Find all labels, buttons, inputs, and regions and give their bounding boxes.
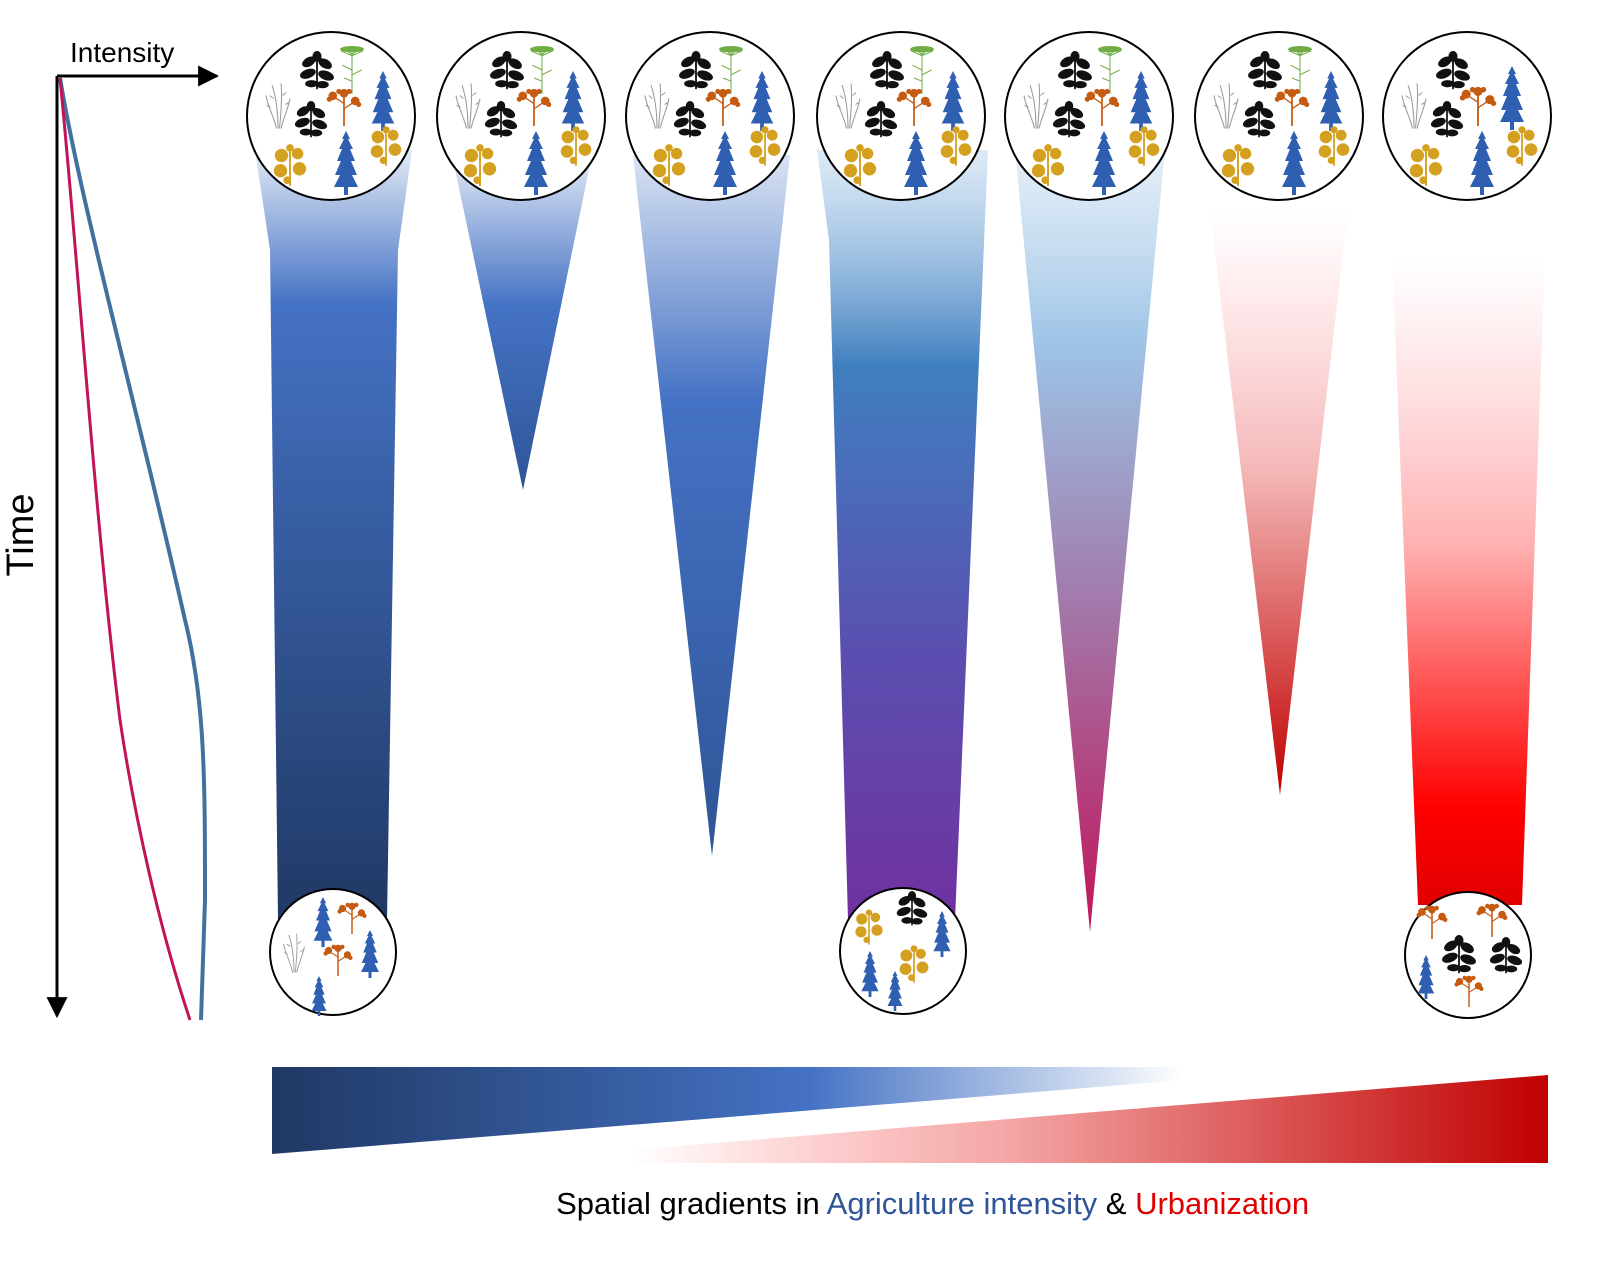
time-axis-label: Time <box>0 493 42 576</box>
caption-agriculture: Agriculture intensity <box>827 1186 1098 1221</box>
caption-urbanization: Urbanization <box>1135 1186 1309 1221</box>
community-circle-top-7 <box>1382 31 1552 201</box>
caption-connector: & <box>1097 1186 1135 1221</box>
agriculture-gradient-wedge <box>272 1067 1345 1154</box>
community-trajectories <box>255 150 1545 932</box>
trajectory-column-2 <box>452 155 592 490</box>
trajectory-column-6 <box>1210 210 1348 795</box>
community-circle-bottom-7 <box>1404 891 1532 1019</box>
urbanization-gradient-wedge <box>470 1075 1548 1163</box>
trajectory-column-1 <box>255 150 412 920</box>
initial-communities <box>246 31 1552 201</box>
trajectory-column-3 <box>633 155 790 856</box>
agriculture-intensity-curve <box>58 77 208 1021</box>
trajectory-column-7 <box>1392 255 1545 905</box>
community-circle-bottom-1 <box>269 888 397 1016</box>
community-circle-top-5 <box>1004 31 1174 201</box>
community-circle-top-6 <box>1194 31 1364 201</box>
spatial-gradient-legend <box>272 1067 1548 1163</box>
urbanization-intensity-curve <box>58 77 192 1021</box>
intensity-axis-label: Intensity <box>70 37 174 68</box>
trajectory-column-5 <box>1015 150 1165 932</box>
final-communities <box>269 887 1532 1019</box>
trajectory-column-4 <box>817 150 988 920</box>
community-circle-top-1 <box>246 31 416 201</box>
caption-prefix: Spatial gradients in <box>556 1186 827 1221</box>
community-circle-bottom-4 <box>839 887 967 1015</box>
community-circle-top-2 <box>436 31 606 201</box>
community-circle-top-4 <box>816 31 986 201</box>
community-circle-top-3 <box>625 31 795 201</box>
axes: Intensity Time <box>0 37 220 1019</box>
caption: Spatial gradients in Agriculture intensi… <box>513 1186 1335 1221</box>
